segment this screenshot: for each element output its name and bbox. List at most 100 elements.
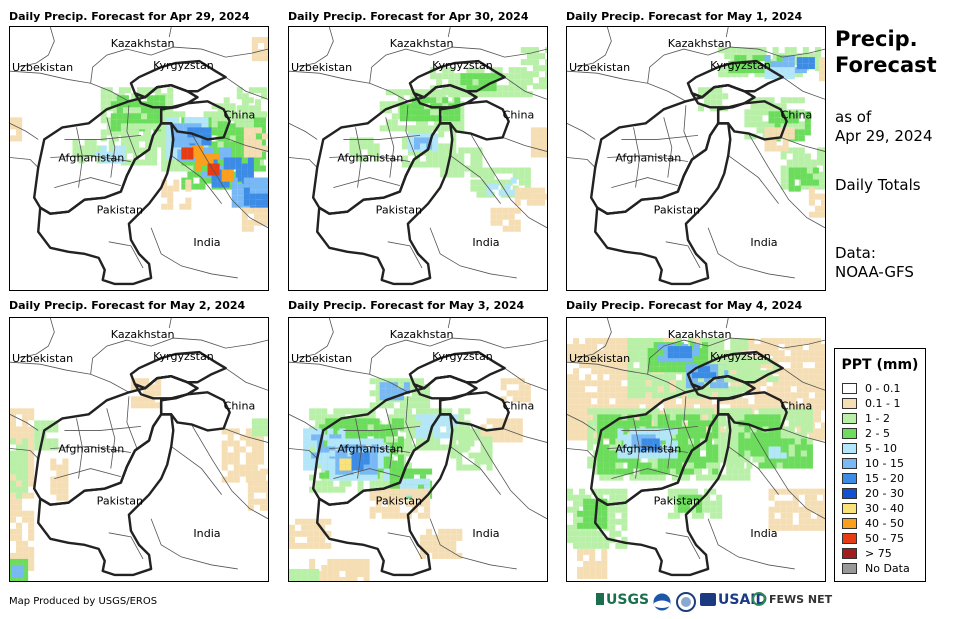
country-label-india: India [472,527,499,540]
precip-cell [786,111,793,118]
precip-cell [263,55,268,62]
precip-cell [120,123,127,130]
precip-cell [720,444,727,451]
precip-cell [796,392,803,399]
precip-cell [243,151,250,158]
precip-cell [595,504,602,511]
precip-cell [22,546,29,553]
precip-cell [440,408,447,415]
precip-cell [391,89,398,96]
legend-swatch [842,503,857,514]
precip-cell [361,430,368,437]
precip-cell [820,392,825,399]
precip-cell [506,179,513,186]
precip-cell [786,518,793,525]
precip-cell [673,506,680,513]
precip-cell [597,450,604,457]
precip-cell [754,344,761,351]
precip-cell [177,155,184,162]
precip-cell [486,452,493,459]
precip-cell [710,364,717,371]
precip-cell [780,518,787,525]
precip-cell [512,378,519,385]
precip-cell [391,430,398,437]
precip-cell [657,410,664,417]
precip-cell [532,53,539,60]
precip-cell [778,356,785,363]
precip-cell [411,378,418,385]
precip-cell [440,171,447,178]
precip-cell [307,530,314,537]
precip-cell [237,201,244,208]
precip-cell [766,344,773,351]
precip-cell [639,392,646,399]
precip-cell [790,392,797,399]
precip-cell [166,129,173,136]
precip-cell [784,368,791,375]
legend-label: 50 - 75 [865,532,904,545]
precip-cell [768,103,775,110]
precip-cell [788,73,795,80]
precip-cell [639,362,646,369]
precip-cell [770,67,777,74]
precip-cell [567,416,574,423]
precip-cell [456,434,463,441]
precip-cell [243,145,250,152]
precip-cell [22,558,29,565]
precip-cell [161,191,168,198]
admin-border [665,241,701,269]
precip-cell [341,468,348,475]
precip-cell [373,149,380,156]
precip-cell [261,183,268,190]
precip-cell [677,342,684,349]
precip-cell [436,73,443,80]
precip-cell [130,396,137,403]
precip-cell [506,390,513,397]
precip-cell [426,534,433,541]
precip-cell [450,143,457,150]
precip-cell [653,434,660,441]
precip-cell [440,153,447,160]
precip-cell [289,542,296,549]
precip-cell [397,95,404,102]
precip-cell [601,504,608,511]
precip-cell [816,177,823,184]
precip-cell [756,103,763,110]
precip-cell [395,474,402,481]
precip-cell [675,338,682,345]
precip-cell [687,404,694,411]
precip-cell [100,93,107,100]
precip-cell [418,402,425,409]
precip-cell [28,516,35,523]
precip-cell [681,380,688,387]
precip-cell [365,474,372,481]
precip-cell [677,506,684,513]
precip-cell [213,169,220,176]
precip-cell [440,444,447,451]
precip-cell [136,105,144,112]
precip-cell [766,398,773,405]
admin-border [633,127,640,188]
precip-cell [790,374,797,381]
precip-cell [309,408,316,415]
admin-border [355,127,362,188]
precip-cell [677,494,684,501]
precip-cell [151,153,158,160]
precip-cell [798,506,805,513]
precip-cell [798,512,805,519]
precip-cell [633,374,640,381]
precip-cell [260,93,267,100]
precip-cell [603,542,610,549]
precip-cell [718,428,725,435]
precip-cell [122,95,129,102]
precip-cell [718,386,725,393]
precip-cell [510,436,517,443]
precip-cell [466,67,473,74]
precip-cell [689,360,696,367]
precip-cell [100,145,107,152]
precip-cell [403,382,410,389]
precip-cell [432,133,439,140]
precip-cell [259,165,266,172]
precip-cell [365,438,372,445]
precip-cell [663,398,670,405]
